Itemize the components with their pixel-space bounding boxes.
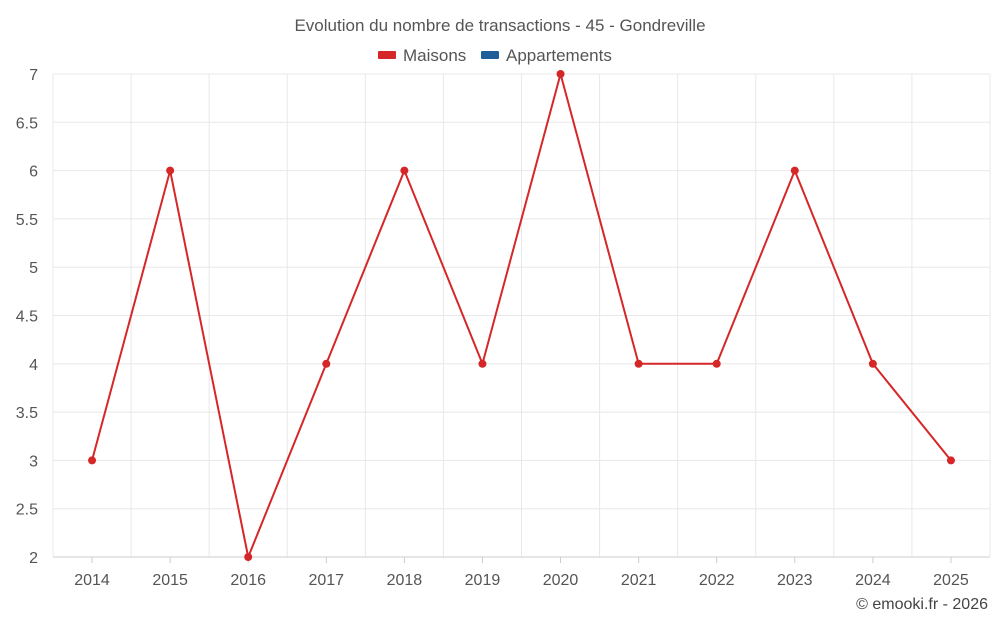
data-point[interactable] [88, 456, 97, 465]
x-tick-label: 2014 [74, 572, 110, 589]
y-tick-label: 3.5 [16, 405, 38, 422]
y-tick-label: 4.5 [16, 309, 38, 326]
credit-text: © emooki.fr - 2026 [856, 596, 988, 613]
y-tick-label: 2.5 [16, 502, 38, 519]
x-axis: 2014 2015 2016 2017 2018 2019 2020 2021 2022 2023… [53, 556, 990, 589]
data-point[interactable] [478, 359, 487, 368]
x-tick-label: 2017 [308, 572, 344, 589]
chart-title: Evolution du nombre de transactions - 45… [294, 16, 705, 35]
x-tick-label: 2025 [933, 572, 969, 589]
legend-swatch-maisons [378, 51, 396, 59]
legend: Maisons Appartements [378, 46, 612, 65]
x-tick-label: 2015 [152, 572, 188, 589]
y-tick-label: 6 [29, 164, 38, 181]
y-tick-label: 4 [29, 357, 38, 374]
data-point[interactable] [244, 553, 253, 561]
x-tick-label: 2022 [699, 572, 735, 589]
y-tick-label: 6.5 [16, 115, 38, 132]
x-tick-label: 2020 [543, 572, 579, 589]
data-point[interactable] [634, 359, 643, 368]
legend-label-maisons: Maisons [403, 46, 466, 65]
y-tick-label: 5.5 [16, 212, 38, 229]
y-tick-label: 5 [29, 260, 38, 277]
x-tick-label: 2021 [621, 572, 657, 589]
legend-label-appartements: Appartements [506, 46, 612, 65]
series-layer [88, 70, 955, 561]
legend-item-maisons[interactable]: Maisons [378, 46, 466, 65]
x-tick-label: 2019 [465, 572, 501, 589]
legend-item-appartements[interactable]: Appartements [481, 46, 612, 65]
data-point[interactable] [322, 359, 331, 368]
y-axis: 2 2.5 3 3.5 4 4.5 5 5.5 6 6.5 7 [16, 67, 38, 567]
data-point[interactable] [946, 456, 955, 465]
y-tick-label: 2 [29, 550, 38, 567]
x-tick-label: 2018 [387, 572, 423, 589]
y-tick-label: 7 [29, 67, 38, 84]
x-tick-label: 2023 [777, 572, 813, 589]
y-tick-label: 3 [29, 453, 38, 470]
x-tick-label: 2016 [230, 572, 266, 589]
x-tick-label: 2024 [855, 572, 891, 589]
data-point[interactable] [166, 166, 175, 175]
legend-swatch-appartements [481, 51, 499, 59]
data-point[interactable] [400, 166, 409, 175]
data-point[interactable] [556, 70, 565, 78]
data-point[interactable] [868, 359, 877, 368]
series-maisons [88, 70, 955, 561]
data-point[interactable] [712, 359, 721, 368]
series-line [91, 73, 952, 558]
grid [52, 73, 991, 558]
data-point[interactable] [790, 166, 799, 175]
